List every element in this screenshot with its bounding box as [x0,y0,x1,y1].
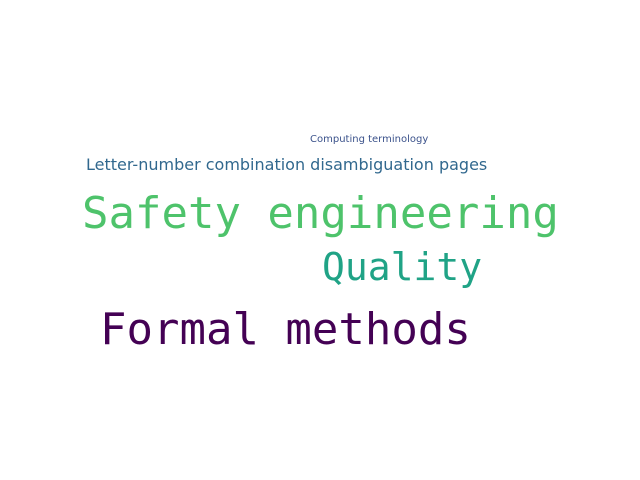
word-safety-engineering: Safety engineering [82,188,559,239]
word-quality: Quality [322,245,483,289]
word-computing-terminology: Computing terminology [310,134,429,145]
word-letter-number-combination-disambiguation-pages: Letter-number combination disambiguation… [86,155,488,174]
word-formal-methods: Formal methods [100,304,471,355]
